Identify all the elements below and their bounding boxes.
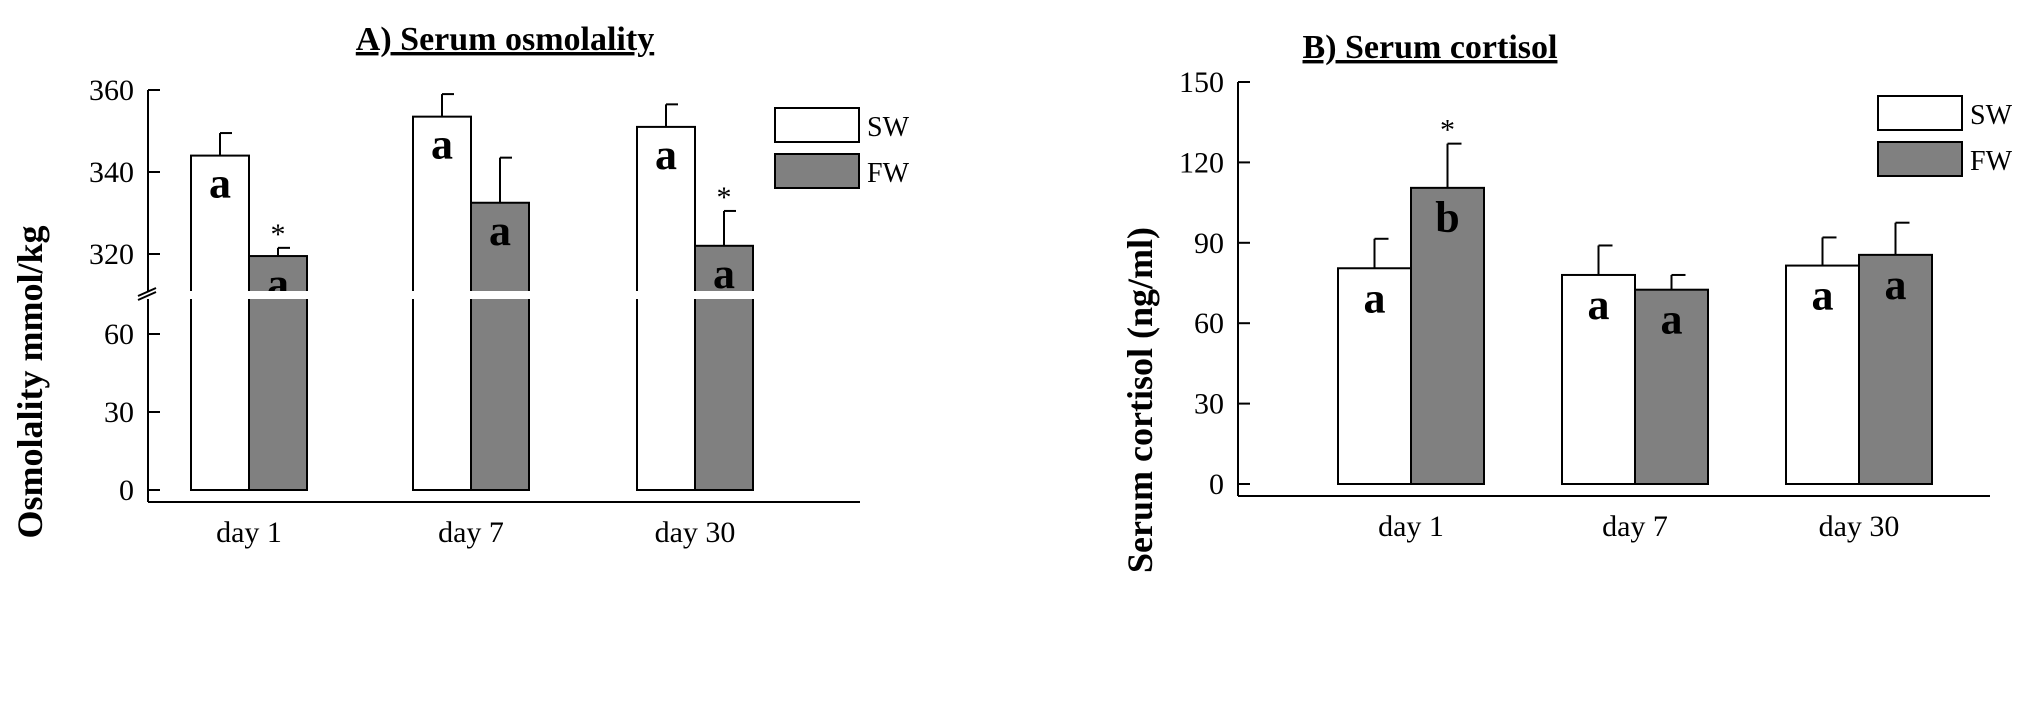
panel-a-sig-letter: a [655, 130, 677, 179]
panel-b-ytick-label: 60 [1194, 307, 1224, 340]
panel-b-ytick-label: 150 [1179, 66, 1224, 99]
panel-a-sig-letter: a [489, 206, 511, 255]
panel-a-sig-letter: a [267, 259, 289, 308]
panel-a-bar-fw [694, 244, 754, 491]
panel-b-legend-swatch-sw [1877, 95, 1963, 131]
panel-a-axis-break-mark [137, 291, 157, 301]
panel-b-ytick-label: 0 [1209, 468, 1224, 501]
panel-b-sig-letter: a [1885, 260, 1907, 309]
panel-b-bar-fw [1858, 253, 1933, 485]
panel-b-sig-letter: a [1812, 271, 1834, 320]
panel-a-xtick-label: day 7 [438, 516, 504, 549]
panel-a-axis-break-gap [130, 291, 870, 299]
panel-b-ylabel: Serum cortisol (ng/ml) [1120, 227, 1160, 573]
panel-b-sig-letter: a [1661, 295, 1683, 344]
panel-a-ylabel: Osmolality mmol/kg [10, 226, 50, 539]
panel-a-title: A) Serum osmolality [356, 21, 654, 58]
panel-b-xtick-label: day 1 [1378, 510, 1444, 543]
panel-a-sig-letter: a [431, 120, 453, 169]
panel-b-ytick-label: 90 [1194, 227, 1224, 260]
panel-a-ytick-label: 60 [104, 318, 134, 351]
panel-a-ytick-label: 360 [89, 74, 134, 107]
panel-a-legend-swatch-fw [774, 153, 860, 189]
panel-a-bar-sw [412, 115, 472, 492]
panel-b-ytick-label: 30 [1194, 388, 1224, 421]
panel-b-legend-label: FW [1970, 146, 2013, 177]
panel-a-ytick-label: 30 [104, 396, 134, 429]
panel-b-title: B) Serum cortisol [1303, 29, 1558, 66]
panel-a-ytick-label: 320 [89, 238, 134, 271]
panel-b-bar-sw [1785, 264, 1860, 485]
panel-a-sig-star: * [271, 218, 286, 251]
panel-b-legend-label: SW [1970, 100, 2013, 131]
panel-a-sig-letter: a [713, 249, 735, 298]
panel-b-legend-swatch-fw [1877, 141, 1963, 177]
panel-a-bar-sw [636, 125, 696, 492]
panel-a-bar-sw [190, 154, 250, 491]
panel-a-xtick-label: day 30 [655, 516, 736, 549]
panel-a-legend-label: FW [867, 158, 910, 189]
panel-a-sig-star: * [717, 181, 732, 214]
panel-b-sig-letter: a [1364, 273, 1386, 322]
panel-b-xtick-label: day 7 [1602, 510, 1668, 543]
panel-b-sig-letter: b [1435, 193, 1459, 242]
panel-b-sig-letter: a [1588, 280, 1610, 329]
panel-a-ytick-label: 340 [89, 156, 134, 189]
panel-a-axis-break-mark [137, 287, 157, 297]
panel-b-bar-fw [1634, 288, 1709, 486]
panel-b-sig-star: * [1440, 114, 1455, 147]
panel-a-ytick-label: 0 [119, 474, 134, 507]
panel-b-ytick-label: 120 [1179, 146, 1224, 179]
panel-b-bar-sw [1337, 267, 1412, 486]
panel-a-bar-fw [470, 201, 530, 491]
panel-a-legend-swatch-sw [774, 107, 860, 143]
panel-a-xtick-label: day 1 [216, 516, 282, 549]
panel-a-sig-letter: a [209, 159, 231, 208]
panel-a-legend-label: SW [867, 112, 910, 143]
panel-b-xtick-label: day 30 [1819, 510, 1900, 543]
